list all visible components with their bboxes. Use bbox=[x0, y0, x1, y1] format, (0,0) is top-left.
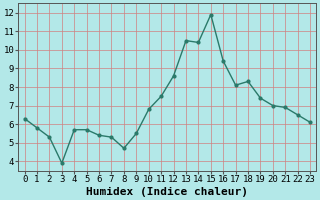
X-axis label: Humidex (Indice chaleur): Humidex (Indice chaleur) bbox=[86, 186, 248, 197]
